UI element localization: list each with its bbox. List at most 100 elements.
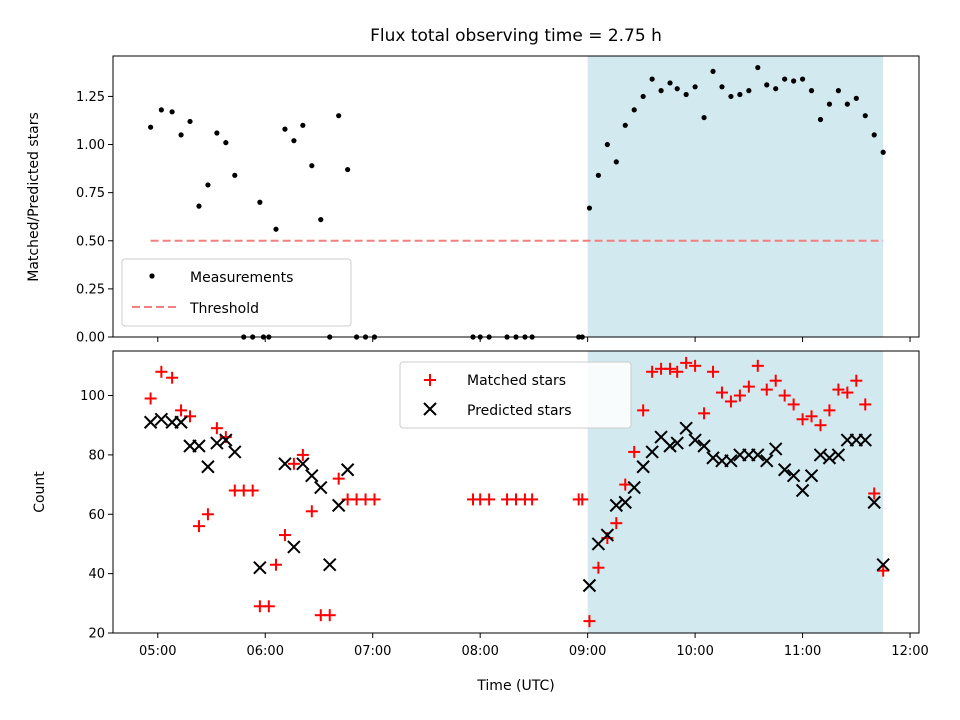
legend-marker-measurements [149, 273, 155, 279]
matched-stars-point [671, 365, 684, 378]
measurement-point [345, 166, 351, 173]
predicted-stars-point [706, 451, 720, 465]
measurement-point [862, 113, 868, 119]
measurement-point [318, 216, 324, 223]
matched-stars-point [805, 410, 818, 423]
predicted-stars-point [769, 442, 783, 456]
matched-stars-point [769, 374, 782, 387]
x-tick-label: 09:00 [569, 644, 606, 659]
predicted-stars-point [210, 436, 224, 450]
matched-stars-point [664, 362, 677, 375]
measurement-point [631, 107, 637, 113]
predicted-stars-point [192, 439, 206, 453]
predicted-stars-point [296, 457, 310, 471]
matched-stars-point [287, 457, 300, 470]
measurement-point [148, 124, 154, 130]
measurement-point [719, 84, 725, 90]
bottom-highlight-layer [587, 351, 884, 633]
matched-stars-point [278, 529, 291, 542]
measurement-point [595, 172, 601, 178]
top-ticks: 0.00 0.25 0.50 0.75 1.00 1.25 [76, 90, 911, 346]
predicted-stars-point [697, 439, 711, 453]
predicted-stars-point [143, 415, 158, 429]
predicted-stars-point [627, 480, 641, 495]
matched-stars-point [526, 493, 539, 506]
matched-stars-point [368, 493, 381, 506]
matched-stars-point [296, 448, 309, 461]
measurement-point [791, 78, 797, 84]
predicted-stars-point [751, 448, 765, 462]
predicted-stars-point [314, 480, 328, 495]
predicted-stars-point [724, 454, 738, 468]
measurement-point [309, 163, 315, 169]
legend-marker-predicted [423, 402, 437, 416]
matched-stars-point [751, 359, 764, 372]
x-tick-label: 10:00 [676, 644, 713, 659]
measurement-point [683, 91, 689, 98]
bottom-panel: 05:00 06:00 07:00 08:00 09:00 10:00 11:00 12:00… [32, 350, 929, 694]
predicted-stars-point [582, 578, 597, 593]
predicted-stars-point [804, 468, 819, 483]
bottom-data-layer [143, 356, 890, 628]
matched-stars-point [832, 383, 845, 396]
measurement-point [674, 86, 680, 92]
matched-stars-point [778, 389, 791, 402]
measurement-point [336, 113, 342, 119]
bottom-highlight-span [587, 351, 884, 633]
measurement-point [613, 159, 619, 165]
predicted-stars-point [760, 454, 774, 468]
matched-stars-point [796, 413, 809, 426]
matched-stars-point [689, 359, 702, 372]
bottom-y-axis-label: Count [32, 471, 48, 513]
x-tick-label: 12:00 [891, 644, 928, 659]
measurement-point [853, 95, 859, 101]
measurement-point [799, 76, 806, 82]
matched-stars-point [787, 398, 800, 411]
predicted-stars-point [600, 528, 615, 542]
matched-stars-point [733, 389, 746, 402]
predicted-stars-point [777, 463, 792, 477]
measurement-point [835, 88, 842, 94]
matched-stars-point [680, 356, 693, 369]
measurement-point [205, 182, 211, 188]
predicted-stars-point [670, 436, 684, 450]
top-highlight-span [587, 56, 884, 337]
matched-stars-point [619, 478, 632, 491]
measurement-point [214, 130, 220, 136]
bottom-legend: Matched stars Predicted stars [399, 361, 632, 429]
measurement-point [808, 88, 815, 94]
legend-label-measurements: Measurements [190, 270, 293, 286]
predicted-stars-point [278, 457, 292, 471]
matched-stars-point [646, 365, 659, 378]
x-tick-label: 06:00 [247, 644, 284, 659]
predicted-stars-point [679, 421, 693, 435]
matched-stars-point [877, 564, 890, 577]
matched-stars-point [698, 407, 711, 420]
predicted-stars-point [253, 560, 267, 575]
predicted-stars-point [305, 468, 319, 483]
measurement-point [273, 226, 279, 232]
top-y-tick-label: 0.00 [76, 331, 105, 346]
matched-stars-point [483, 493, 496, 506]
predicted-stars-point [786, 468, 801, 483]
measurement-point [737, 91, 743, 98]
measurement-point [764, 82, 770, 88]
matched-stars-point [166, 371, 179, 384]
matched-stars-point [814, 419, 827, 432]
predicted-stars-point [663, 439, 677, 453]
measurement-point [658, 88, 664, 94]
measurement-point [158, 107, 164, 113]
predicted-stars-point [867, 495, 881, 510]
measurement-point [746, 88, 752, 94]
measurement-point [782, 76, 788, 82]
matched-stars-point [144, 392, 157, 405]
legend-label-predicted: Predicted stars [467, 403, 572, 419]
matched-stars-point [592, 561, 605, 574]
predicted-stars-point [858, 433, 872, 447]
measurement-point [728, 93, 734, 100]
predicted-stars-point [645, 445, 659, 459]
measurement-point [196, 203, 202, 209]
measurement-point [291, 138, 297, 144]
measurement-point [169, 109, 175, 115]
predicted-stars-point [228, 445, 242, 459]
